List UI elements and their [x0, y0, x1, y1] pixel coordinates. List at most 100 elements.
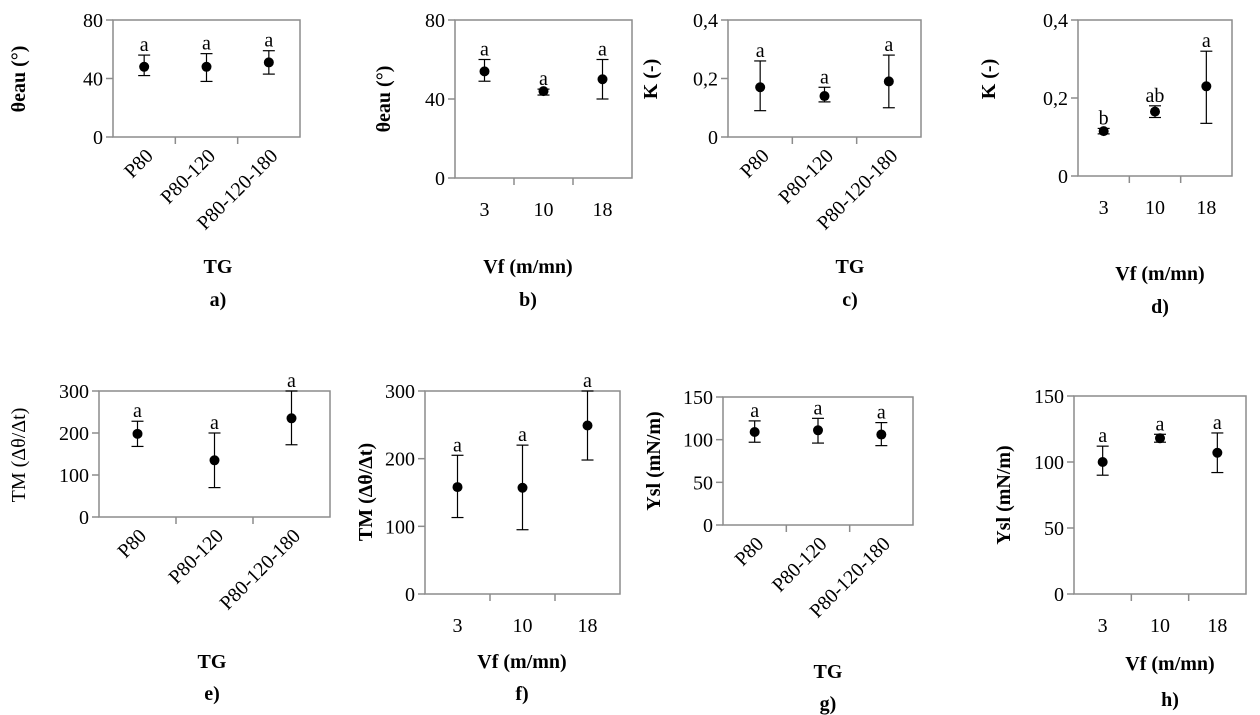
y-tick-label: 300	[385, 381, 415, 403]
x-category-label: P80-120	[775, 145, 838, 208]
y-tick-label: 100	[1034, 452, 1064, 474]
y-tick-label: 100	[385, 516, 415, 538]
y-axis-label: TM (Δθ/Δt)	[355, 443, 377, 541]
y-tick-label: 40	[425, 89, 445, 111]
y-tick-label: 0,2	[693, 69, 718, 91]
data-point	[813, 425, 823, 436]
y-tick-label: 0,2	[1043, 88, 1068, 110]
significance-letter: a	[518, 424, 527, 446]
data-point	[1201, 81, 1212, 92]
data-point	[201, 61, 212, 72]
y-tick-label: 0	[93, 127, 103, 149]
x-category-label: 18	[578, 615, 598, 637]
y-tick-label: 100	[59, 465, 89, 487]
significance-letter: a	[814, 397, 823, 419]
x-axis-label: TG	[836, 256, 865, 278]
x-category-label: P80-120	[768, 533, 831, 596]
x-category-label: P80-120	[157, 145, 220, 208]
significance-letter: a	[1202, 30, 1211, 52]
data-point	[819, 91, 830, 102]
x-category-label: 18	[1207, 615, 1227, 637]
significance-letter: a	[539, 68, 548, 90]
panel-label: b)	[519, 289, 537, 311]
y-tick-label: 0,4	[693, 10, 718, 32]
y-axis-label: θeau (°)	[373, 66, 395, 133]
data-point	[538, 86, 549, 97]
panel-label: h)	[1161, 689, 1179, 711]
chart-panel-6: 0 100 200 300 3 10 18 a a a TM (Δθ/Δt) Vf (m/mn) f)	[355, 370, 621, 705]
significance-letter: a	[210, 412, 219, 434]
plot-frame	[424, 390, 621, 595]
significance-letter: a	[877, 402, 886, 424]
y-tick-label: 150	[1034, 386, 1064, 408]
significance-letter: a	[756, 40, 765, 62]
chart-panel-8: 0 50 100 150 3 10 18 a a a Ysl (mN/m) Vf (m/mn) h)	[993, 386, 1247, 711]
data-point	[263, 57, 274, 68]
data-point	[452, 482, 463, 493]
x-category-label: P80	[731, 533, 769, 571]
y-axis-label: Ysl (mN/m)	[993, 445, 1015, 544]
x-category-label: P80	[736, 145, 774, 183]
chart-panel-2: 0 40 80 3 10 18 a a a θeau (°) Vf (m/mn) b)	[373, 10, 633, 311]
significance-letter: b	[1099, 107, 1109, 129]
significance-letter: a	[884, 34, 893, 56]
x-category-label: P80-120-180	[216, 525, 305, 614]
x-category-label: 10	[513, 615, 533, 637]
x-axis-label: TG	[814, 661, 843, 683]
x-category-label: P80	[120, 145, 158, 183]
significance-letter: a	[820, 66, 829, 88]
significance-letter: a	[202, 33, 211, 55]
plot-frame	[98, 390, 331, 518]
significance-letter: a	[1213, 412, 1222, 434]
plot-frame	[722, 396, 914, 526]
data-point	[517, 482, 528, 493]
x-category-label: 10	[1150, 615, 1170, 637]
x-category-label: 10	[1145, 197, 1165, 219]
x-category-label: 3	[480, 199, 490, 221]
significance-letter: a	[453, 434, 462, 456]
significance-letter: a	[140, 34, 149, 56]
significance-letter: a	[1156, 413, 1165, 435]
data-point	[132, 428, 143, 439]
y-tick-label: 50	[693, 472, 713, 494]
data-point	[139, 61, 150, 72]
x-category-label: 10	[534, 199, 554, 221]
y-tick-label: 300	[59, 381, 89, 403]
y-axis-label: K (-)	[640, 59, 662, 100]
y-tick-label: 50	[1044, 518, 1064, 540]
y-tick-label: 100	[683, 430, 713, 452]
significance-letter: a	[598, 39, 607, 61]
y-tick-label: 40	[83, 69, 103, 91]
data-point	[876, 429, 887, 440]
y-tick-label: 200	[385, 449, 415, 471]
data-point	[1098, 126, 1109, 137]
data-point	[755, 82, 766, 93]
x-category-label: P80	[113, 525, 151, 563]
panel-label: g)	[820, 693, 837, 715]
x-axis-label: Vf (m/mn)	[1125, 653, 1214, 675]
data-point	[597, 74, 608, 85]
x-category-label: 18	[1196, 197, 1216, 219]
panel-label: f)	[515, 683, 528, 705]
data-point	[1155, 433, 1165, 444]
y-tick-label: 0	[1054, 584, 1064, 606]
y-tick-label: 0	[703, 515, 713, 537]
x-category-label: P80-120	[165, 525, 228, 588]
plot-frame	[1073, 395, 1247, 595]
data-point	[883, 76, 894, 87]
y-tick-label: 0	[1058, 166, 1068, 188]
x-axis-label: Vf (m/mn)	[1115, 263, 1204, 285]
y-axis-label: θeau (°)	[8, 46, 30, 113]
significance-letter: a	[1098, 425, 1107, 447]
significance-letter: a	[750, 400, 759, 422]
y-tick-label: 0	[405, 584, 415, 606]
x-axis-label: TG	[204, 256, 233, 278]
y-tick-label: 150	[683, 387, 713, 409]
x-category-label: 3	[1099, 197, 1109, 219]
data-point	[1150, 106, 1160, 117]
